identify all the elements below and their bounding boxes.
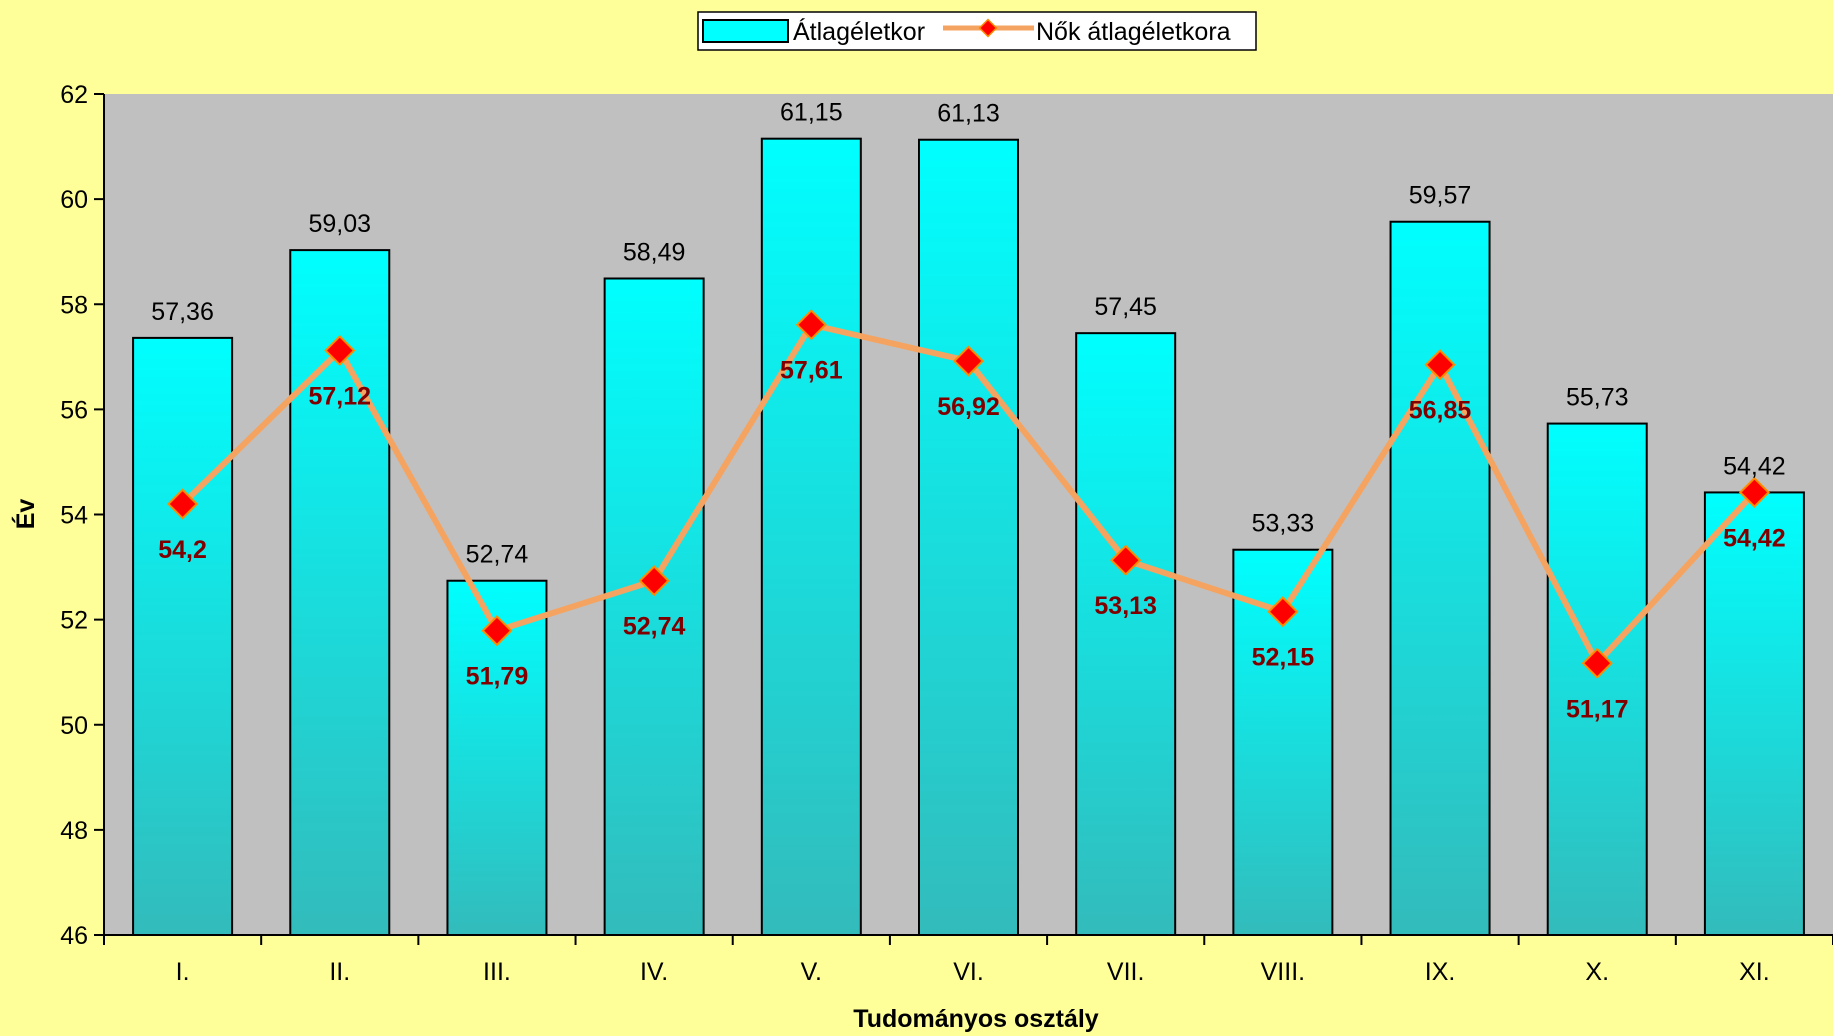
bar	[132, 336, 234, 936]
bar	[603, 277, 705, 936]
y-axis-title: Év	[11, 499, 40, 530]
line-value-label: 56,92	[937, 393, 1000, 421]
line-marker	[167, 488, 199, 520]
x-tick-label: VIII.	[1261, 958, 1305, 986]
bar-value-label: 58,49	[623, 238, 686, 266]
x-tick-label: X.	[1585, 958, 1609, 986]
legend-line-label: Nők átlagéletkora	[1036, 18, 1231, 46]
bar	[918, 138, 1019, 936]
line-marker	[1267, 596, 1299, 628]
line-marker	[952, 345, 985, 377]
y-tick-label: 62	[60, 81, 88, 109]
bar-value-label: 54,42	[1723, 452, 1786, 480]
y-tick-label: 58	[60, 291, 88, 319]
line-value-label: 51,17	[1566, 695, 1629, 723]
line-value-label: 51,79	[466, 663, 529, 691]
bar-value-label: 59,57	[1409, 182, 1472, 210]
line-value-label: 57,61	[780, 357, 843, 385]
legend-bar-label: Átlagéletkor	[793, 17, 925, 46]
line-marker	[324, 334, 356, 367]
y-tick-label: 46	[60, 922, 88, 950]
line-marker	[1738, 476, 1770, 508]
x-tick-label: III.	[483, 958, 511, 986]
legend-bar-swatch	[702, 19, 789, 43]
line-value-label: 52,15	[1252, 644, 1315, 672]
line-marker	[638, 565, 670, 597]
x-tick-label: II.	[329, 958, 350, 986]
legend: Átlagéletkor Nők átlagéletkora	[697, 11, 1257, 51]
bar-value-label: 52,74	[466, 541, 529, 569]
bar	[1703, 491, 1805, 936]
bar-value-label: 57,45	[1094, 293, 1157, 321]
legend-box	[697, 11, 1257, 51]
y-tick-label: 52	[60, 607, 88, 635]
line-value-label: 54,42	[1723, 524, 1786, 552]
bar	[1389, 220, 1491, 936]
y-tick-label: 54	[60, 502, 88, 530]
legend-line-marker	[978, 18, 998, 38]
line-value-label: 56,85	[1409, 397, 1472, 425]
x-tick-label: VI.	[953, 958, 984, 986]
x-tick-label: XI.	[1739, 958, 1770, 986]
bar	[760, 137, 862, 937]
bar-value-label: 61,13	[937, 100, 1000, 128]
bar	[1546, 422, 1648, 936]
line-value-label: 52,74	[623, 613, 686, 641]
x-tick-label: V.	[801, 958, 822, 986]
x-tick-label: I.	[176, 958, 190, 986]
x-tick-label: IX.	[1425, 958, 1456, 986]
line-marker	[1581, 647, 1613, 679]
bar-value-label: 53,33	[1252, 510, 1315, 538]
line-series	[167, 309, 1770, 679]
y-tick-label: 60	[60, 186, 88, 214]
x-tick-label: VII.	[1107, 958, 1145, 986]
axes: 46 48 50 52 54 56 58 60 62 I. II. III. IV. V. VI. VII. V…	[60, 81, 1833, 986]
x-tick-label: IV.	[640, 958, 668, 986]
line-marker	[481, 615, 513, 647]
line-marker	[1110, 544, 1142, 576]
line-value-label: 54,2	[158, 536, 207, 564]
line-marker	[795, 309, 827, 341]
line-value-label: 57,12	[308, 383, 371, 411]
y-tick-label: 50	[60, 712, 88, 740]
bar-value-label: 61,15	[780, 99, 843, 127]
x-axis-title: Tudományos osztály	[853, 1005, 1099, 1033]
bar-value-label: 55,73	[1566, 384, 1629, 412]
bar-value-label: 57,36	[151, 298, 214, 326]
line-value-label: 53,13	[1094, 592, 1157, 620]
data-labels: 57,36 59,03 52,74 58,49 61,15 61,13 57,45 53,33…	[151, 99, 1785, 724]
bar	[1075, 332, 1177, 936]
bar-value-label: 59,03	[308, 210, 371, 238]
line-marker	[1424, 349, 1456, 381]
y-tick-label: 56	[60, 396, 88, 424]
y-tick-label: 48	[60, 817, 88, 845]
